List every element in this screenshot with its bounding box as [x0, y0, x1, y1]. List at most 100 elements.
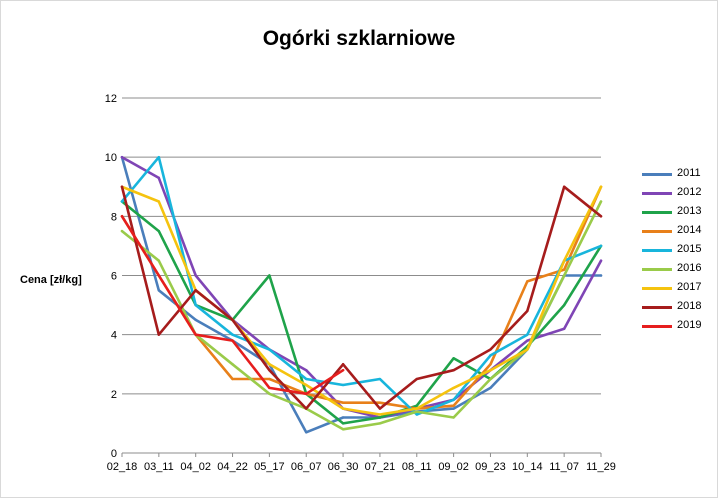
data-point-2013 [562, 303, 566, 307]
data-point-2012 [194, 274, 197, 277]
data-point-2015 [120, 200, 124, 203]
x-tick-label: 02_18 [107, 461, 138, 473]
series-line-2014 [120, 185, 603, 410]
legend-label: 2012 [677, 186, 702, 198]
data-point-2016 [489, 377, 492, 381]
x-tick-label: 08_11 [402, 461, 432, 473]
data-point-2015 [341, 383, 345, 387]
legend-swatch [642, 211, 672, 214]
legend-swatch [642, 230, 672, 233]
x-tick-label: 09_23 [475, 461, 506, 473]
data-point-2012 [120, 155, 124, 159]
data-point-2017 [378, 413, 382, 416]
data-point-2017 [562, 259, 566, 262]
legend-label: 2015 [677, 243, 702, 255]
data-point-2016 [120, 229, 124, 233]
data-point-2018 [305, 407, 308, 410]
data-point-2015 [599, 244, 603, 248]
legend-label: 2011 [677, 167, 701, 179]
data-point-2015 [231, 333, 234, 336]
y-tick-label: 8 [111, 211, 117, 223]
data-point-2015 [489, 354, 492, 357]
data-point-2013 [452, 357, 455, 360]
data-point-2012 [599, 259, 603, 262]
data-point-2018 [120, 185, 124, 188]
data-point-2015 [526, 333, 529, 336]
data-point-2018 [599, 215, 603, 218]
legend-swatch [642, 287, 672, 290]
data-point-2018 [341, 363, 345, 366]
data-point-2011 [489, 386, 492, 390]
data-point-2014 [489, 363, 492, 366]
legend-swatch [642, 192, 672, 195]
data-point-2018 [526, 309, 529, 313]
data-point-2019 [341, 368, 345, 372]
series-line-2015 [120, 155, 603, 416]
legend-swatch [642, 173, 672, 176]
data-point-2017 [341, 407, 345, 410]
x-tick-label: 04_22 [217, 461, 248, 473]
y-tick-label: 2 [111, 389, 117, 401]
data-point-2017 [415, 407, 418, 410]
legend-label: 2014 [677, 224, 702, 236]
data-point-2014 [452, 404, 455, 407]
legend-label: 2018 [677, 300, 702, 312]
data-point-2015 [268, 348, 271, 351]
x-tick-label: 07_21 [365, 461, 396, 473]
data-point-2011 [341, 416, 345, 419]
data-point-2014 [562, 268, 566, 271]
series-line-2012 [120, 155, 603, 419]
legend-label: 2013 [677, 205, 702, 217]
data-point-2016 [268, 392, 271, 396]
x-tick-label: 03_11 [144, 461, 174, 473]
data-point-2018 [378, 407, 382, 410]
chart-title: Ogórki szklarniowe [262, 27, 456, 50]
data-point-2011 [452, 407, 455, 410]
x-tick-label: 05_17 [254, 461, 285, 473]
y-axis-label: Cena [zł/kg] [20, 274, 82, 286]
data-point-2016 [452, 416, 455, 419]
data-point-2017 [526, 348, 529, 351]
y-tick-label: 10 [105, 152, 117, 164]
data-point-2016 [599, 200, 603, 203]
data-point-2011 [157, 289, 161, 292]
y-tick-label: 12 [105, 93, 117, 105]
data-point-2014 [526, 280, 529, 283]
data-point-2017 [305, 383, 308, 387]
data-point-2018 [194, 289, 197, 292]
data-point-2014 [231, 377, 234, 381]
y-tick-label: 6 [111, 271, 117, 283]
data-point-2012 [157, 176, 161, 180]
data-point-2013 [415, 404, 418, 407]
data-point-2018 [415, 377, 418, 381]
data-point-2018 [268, 368, 271, 372]
legend-swatch [642, 306, 672, 309]
data-point-2019 [157, 274, 161, 277]
legend-swatch [642, 325, 672, 328]
data-point-2015 [415, 413, 418, 416]
data-point-2011 [194, 318, 197, 322]
data-point-2019 [120, 215, 124, 218]
series-line-2013 [120, 200, 603, 425]
data-point-2018 [157, 333, 161, 336]
data-point-2011 [599, 274, 603, 277]
data-point-2018 [231, 318, 234, 322]
y-tick-label: 0 [111, 448, 117, 460]
x-tick-label: 11_07 [549, 461, 579, 473]
data-point-2014 [268, 377, 271, 381]
data-point-2017 [157, 200, 161, 203]
data-point-2013 [268, 274, 271, 277]
data-point-2011 [305, 431, 308, 434]
data-point-2012 [562, 327, 566, 330]
data-point-2015 [378, 377, 382, 381]
data-point-2018 [452, 368, 455, 372]
data-point-2019 [231, 339, 234, 342]
data-point-2019 [268, 386, 271, 390]
data-point-2013 [378, 416, 382, 419]
data-point-2019 [194, 333, 197, 336]
data-point-2016 [415, 410, 418, 413]
data-point-2015 [194, 303, 197, 307]
series-line-2016 [120, 200, 603, 431]
data-point-2019 [305, 392, 308, 396]
